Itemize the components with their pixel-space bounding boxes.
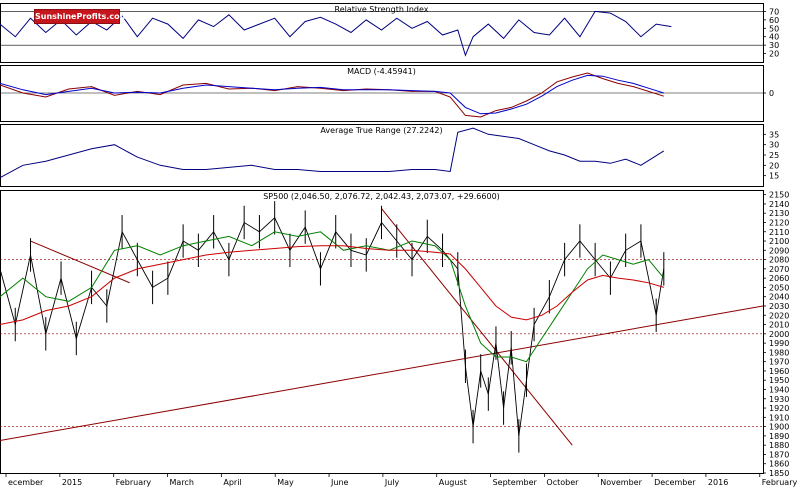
y-tick-label: 25: [769, 151, 779, 160]
x-tick-label: December: [654, 478, 696, 487]
y-tick-label: 2030: [769, 302, 789, 311]
y-tick-label: 2000: [769, 330, 789, 339]
y-tick-label: 50: [769, 24, 779, 33]
y-tick-label: 2100: [769, 237, 789, 246]
y-tick-label: 2040: [769, 293, 789, 302]
y-tick-label: 30: [769, 141, 779, 150]
y-tick-label: 0: [769, 89, 774, 98]
y-tick-label: 2020: [769, 311, 789, 320]
logo-label: SunshineProfits.com: [35, 12, 128, 21]
series-line-price-0: [0, 217, 665, 436]
series-line-atr-0: [0, 127, 665, 179]
y-tick-label: 30: [769, 41, 779, 50]
y-tick-label: 1920: [769, 404, 789, 413]
trendline-2: [381, 208, 573, 446]
x-tick-label: March: [170, 478, 194, 487]
y-tick-label: 1850: [769, 469, 789, 478]
y-tick-label: 70: [769, 7, 779, 16]
panel-frame-macd: [0, 65, 764, 122]
y-tick-label: 1900: [769, 423, 789, 432]
x-tick-label: September: [493, 478, 538, 487]
panel-title-macd: MACD (-4.45941): [347, 67, 416, 76]
y-tick-label: 1980: [769, 348, 789, 357]
y-tick-label: 1950: [769, 376, 789, 385]
y-tick-label: 2070: [769, 265, 789, 274]
x-tick-label: February: [762, 478, 798, 487]
y-tick-label: 1890: [769, 432, 789, 441]
panel-title-price: SP500 (2,046.50, 2,076.72, 2,042.43, 2,0…: [263, 192, 500, 201]
x-tick-label: June: [330, 478, 349, 487]
y-tick-label: 1960: [769, 367, 789, 376]
panel-titles: Relative Strength Index MACD (-4.45941) Av…: [263, 5, 500, 201]
x-tick-label: July: [384, 478, 400, 487]
panel-title-atr: Average True Range (27.2242): [320, 126, 442, 135]
y-tick-label: 1970: [769, 358, 789, 367]
y-tick-label: 40: [769, 33, 779, 42]
x-tick-label: May: [277, 478, 294, 487]
y-tick-label: 1940: [769, 385, 789, 394]
y-tick-label: 2130: [769, 209, 789, 218]
y-tick-label: 20: [769, 161, 779, 170]
chart-frames: [0, 3, 764, 474]
x-tick-label: 2015: [62, 478, 82, 487]
y-tick-label: 2110: [769, 228, 789, 237]
y-tick-label: 2090: [769, 246, 789, 255]
series-line-price-2: [0, 245, 664, 325]
x-tick-label: November: [600, 478, 642, 487]
trendline-1: [30, 240, 130, 284]
panel-title-rsi: Relative Strength Index: [335, 5, 429, 14]
y-tick-label: 35: [769, 130, 779, 139]
y-tick-label: 1860: [769, 460, 789, 469]
y-tick-label: 2120: [769, 218, 789, 227]
y-tick-label: 2140: [769, 200, 789, 209]
y-tick-label: 1880: [769, 441, 789, 450]
y-tick-label: 2150: [769, 191, 789, 200]
y-tick-label: 60: [769, 16, 779, 25]
x-tick-label: August: [439, 478, 467, 487]
x-tick-label: October: [546, 478, 579, 487]
y-tick-label: 20: [769, 50, 779, 59]
y-tick-label: 2080: [769, 256, 789, 265]
panel-frame-atr: [0, 124, 764, 187]
series-line-macd-0: [0, 72, 664, 118]
x-tick-label: April: [223, 478, 241, 487]
sunshine-profits-logo: SunshineProfits.com: [34, 9, 128, 24]
x-tick-label: ecember: [8, 478, 44, 487]
axis-layer: 7060504030200353025201521502140213021202…: [5, 7, 798, 487]
series-layer: [0, 10, 764, 453]
reference-lines: [0, 11, 763, 427]
y-tick-label: 15: [769, 172, 779, 181]
y-tick-label: 1990: [769, 339, 789, 348]
y-tick-label: 1870: [769, 450, 789, 459]
y-tick-label: 1910: [769, 413, 789, 422]
y-tick-label: 1930: [769, 395, 789, 404]
trendline-0: [0, 305, 764, 442]
panel-frame-price: [0, 190, 764, 474]
panel-frame-rsi: [0, 3, 764, 63]
y-tick-label: 2010: [769, 321, 789, 330]
series-line-macd-1: [0, 74, 664, 115]
x-tick-label: February: [116, 478, 152, 487]
y-tick-label: 2050: [769, 283, 789, 292]
y-tick-label: 2060: [769, 274, 789, 283]
x-tick-label: 2016: [708, 478, 728, 487]
